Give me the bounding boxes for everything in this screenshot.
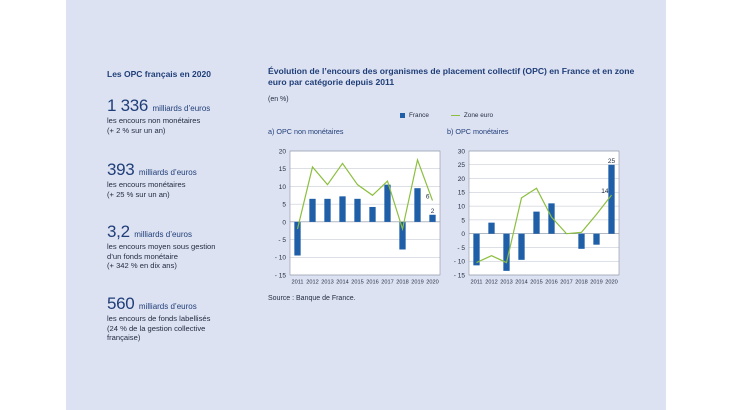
y-tick-label: - 10 (454, 259, 466, 266)
stat-value: 560 (107, 294, 135, 313)
bar-france (533, 211, 540, 234)
bar-france (324, 198, 331, 222)
x-tick-label: 2011 (470, 280, 482, 286)
bar-france (548, 203, 555, 234)
stat-unit: milliards d’euros (134, 230, 192, 239)
x-tick-label: 2017 (381, 280, 393, 286)
line-zone-euro (476, 187, 612, 264)
x-tick-label: 2014 (336, 280, 348, 286)
plot-frame (289, 150, 441, 276)
bar-france (473, 233, 480, 266)
stat-non-monetary: 1 336 milliards d’euros les encours non … (107, 96, 210, 135)
x-tick-label: 2013 (500, 280, 512, 286)
stat-desc: les encours monétaires (+ 25 % sur un an… (107, 180, 186, 199)
stat-value: 3,2 (107, 222, 130, 241)
stat-unit: milliards d’euros (138, 302, 197, 311)
x-tick-label: 2014 (515, 280, 527, 286)
bar-france (354, 198, 361, 222)
stat-value: 393 (107, 160, 135, 179)
data-label: 2 (431, 208, 435, 215)
stat-average-fund: 3,2 milliards d’euros les encours moyen … (107, 222, 215, 271)
x-tick-label: 2020 (605, 280, 617, 286)
bar-france (503, 233, 510, 271)
x-tick-label: 2016 (545, 280, 557, 286)
bar-france (429, 214, 436, 222)
x-tick-label: 2016 (366, 280, 378, 286)
legend-label-france: France (409, 112, 429, 119)
x-tick-label: 2012 (306, 280, 318, 286)
y-tick-label: 15 (279, 166, 287, 173)
x-tick-label: 2019 (411, 280, 423, 286)
stat-desc: les encours de fonds labellisés (24 % de… (107, 314, 211, 343)
bar-france (309, 198, 316, 222)
chart-a-subtitle: a) OPC non monétaires (268, 127, 344, 136)
legend-label-zone-euro: Zone euro (463, 112, 494, 119)
y-tick-label: - 5 (278, 237, 286, 244)
stat-labelled-funds: 560 milliards d’euros les encours de fon… (107, 294, 210, 343)
x-tick-label: 2015 (351, 280, 363, 286)
y-tick-label: 30 (458, 148, 466, 155)
legend-swatch-france (400, 113, 405, 118)
bar-france (578, 233, 585, 249)
bar-france (369, 206, 376, 222)
stat-monetary: 393 milliards d’euros les encours monéta… (107, 160, 197, 199)
sidebar-heading: Les OPC français en 2020 (107, 69, 211, 79)
x-tick-label: 2013 (321, 280, 333, 286)
y-tick-label: 20 (279, 148, 287, 155)
plot-area (469, 151, 619, 275)
bar-france (339, 196, 346, 222)
stat-value: 1 336 (107, 96, 149, 115)
y-tick-label: 10 (279, 184, 287, 191)
bar-france (399, 221, 406, 250)
stat-unit: milliards d’euros (138, 168, 197, 177)
figure-unit: (en %) (268, 96, 289, 103)
x-tick-label: 2011 (291, 280, 303, 286)
y-tick-label: 5 (282, 202, 286, 209)
y-tick-label: - 15 (454, 272, 466, 279)
line-zone-euro (296, 157, 434, 232)
bar-france (294, 221, 301, 256)
source-note: Source : Banque de France. (268, 295, 356, 302)
stat-unit: milliards d’euros (152, 104, 211, 113)
x-tick-label: 2012 (485, 280, 497, 286)
x-tick-label: 2018 (575, 280, 587, 286)
y-tick-label: - 5 (457, 245, 465, 252)
y-tick-label: 5 (461, 217, 465, 224)
y-tick-label: 25 (458, 162, 466, 169)
x-tick-label: 2015 (530, 280, 542, 286)
bar-france (414, 188, 421, 222)
y-tick-label: 20 (458, 176, 466, 183)
legend: France Zone euro (400, 112, 493, 119)
y-tick-label: 15 (458, 190, 466, 197)
bar-france (608, 164, 615, 234)
figure-title: Évolution de l’encours des organismes de… (268, 66, 635, 87)
y-tick-label: 10 (458, 204, 466, 211)
chart-b-subtitle: b) OPC monétaires (447, 127, 509, 136)
bar-france (593, 233, 600, 245)
legend-swatch-zone-euro (450, 114, 460, 117)
stat-desc: les encours moyen sous gestion d’un fond… (107, 242, 216, 271)
x-tick-label: 2019 (590, 280, 602, 286)
stat-desc: les encours non monétaires (+ 2 % sur un… (107, 116, 201, 135)
data-label: 6 (426, 194, 430, 201)
y-tick-label: - 10 (275, 255, 287, 262)
x-tick-label: 2017 (560, 280, 572, 286)
bar-france (518, 233, 525, 260)
bar-france (488, 222, 495, 234)
y-tick-label: 0 (461, 231, 465, 238)
data-label: 14 (601, 188, 609, 195)
y-tick-label: 0 (282, 219, 286, 226)
bar-france (384, 184, 391, 222)
x-tick-label: 2020 (426, 280, 438, 286)
data-label: 25 (608, 158, 616, 165)
plot-frame (468, 150, 620, 276)
x-tick-label: 2018 (396, 280, 408, 286)
y-tick-label: - 15 (275, 272, 287, 279)
